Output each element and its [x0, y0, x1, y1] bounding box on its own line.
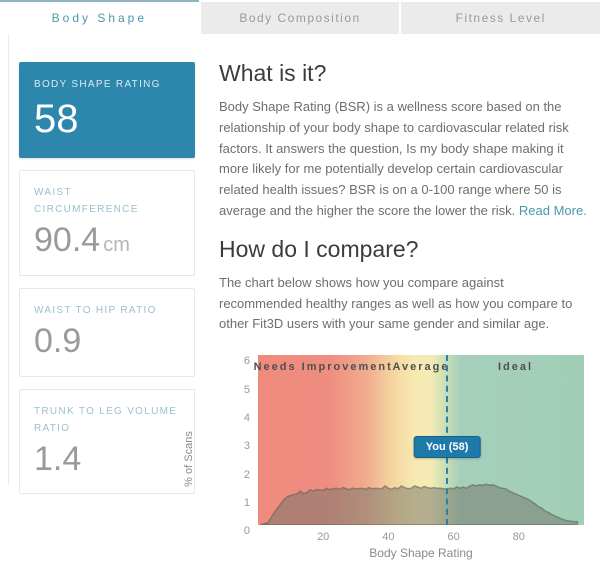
card-value-number: 90.4 [34, 221, 101, 259]
user-score-tooltip[interactable]: You (58) [413, 436, 481, 459]
card-value: 90.4 cm [34, 220, 180, 261]
zone-label-needs-improvement: Needs Improvement [253, 361, 393, 374]
x-axis-label: Body Shape Rating [369, 546, 473, 561]
what-is-it-heading: What is it? [219, 60, 327, 86]
main-panel: What is it? Body Shape Rating (BSR) is a… [183, 42, 600, 560]
y-axis-label: % of Scans [183, 431, 195, 487]
card-trunk-to-leg-volume-ratio: TRUNK TO LEG VOLUME RATIO 1.4 [19, 388, 195, 495]
y-tick: 2 [243, 468, 250, 481]
zone-label-ideal: Ideal [497, 361, 534, 374]
bsr-distribution-chart: % of Scans Needs Improvement Average Ide… [183, 355, 589, 563]
tab-body-shape[interactable]: Body Shape [0, 0, 199, 34]
card-title: WAIST CIRCUMFERENCE [34, 187, 139, 215]
card-value: 1.4 [34, 439, 82, 478]
zone-label-average: Average [392, 361, 450, 374]
tab-fitness-level[interactable]: Fitness Level [401, 2, 600, 34]
card-value-unit: cm [103, 234, 130, 256]
compare-heading: How do I compare? [219, 235, 419, 262]
what-is-it-text: Body Shape Rating (BSR) is a wellness sc… [219, 97, 589, 222]
tab-body-composition[interactable]: Body Composition [200, 2, 400, 34]
chart-plot-area: Needs Improvement Average Ideal You (58)… [244, 355, 584, 560]
what-is-it-body: Body Shape Rating (BSR) is a wellness sc… [219, 99, 569, 218]
y-tick: 0 [243, 525, 250, 538]
content-area: BODY SHAPE RATING 58 WAIST CIRCUMFERENCE… [8, 34, 600, 560]
card-value: 0.9 [34, 321, 82, 360]
y-tick: 3 [243, 440, 250, 453]
card-body-shape-rating: BODY SHAPE RATING 58 [19, 62, 195, 158]
card-waist-to-hip-ratio: WAIST TO HIP RATIO 0.9 [19, 287, 195, 377]
y-tick: 1 [243, 496, 250, 509]
read-more-link[interactable]: Read More. [518, 202, 587, 218]
card-title: TRUNK TO LEG VOLUME RATIO [34, 405, 178, 434]
x-tick: 40 [382, 531, 395, 544]
x-tick: 60 [447, 531, 460, 544]
y-tick: 6 [243, 355, 250, 368]
y-tick: 4 [243, 411, 250, 424]
compare-text: The chart below shows how you compare ag… [219, 274, 573, 332]
card-title: WAIST TO HIP RATIO [34, 304, 157, 316]
card-value: 58 [34, 97, 79, 141]
metrics-sidebar: BODY SHAPE RATING 58 WAIST CIRCUMFERENCE… [9, 42, 205, 495]
x-tick: 20 [317, 531, 330, 544]
x-tick: 80 [512, 531, 525, 544]
card-waist-circumference: WAIST CIRCUMFERENCE 90.4 cm [19, 170, 195, 276]
tab-bar: Body Shape Body Composition Fitness Leve… [0, 0, 600, 34]
card-title: BODY SHAPE RATING [34, 79, 161, 90]
y-tick: 5 [243, 383, 250, 396]
